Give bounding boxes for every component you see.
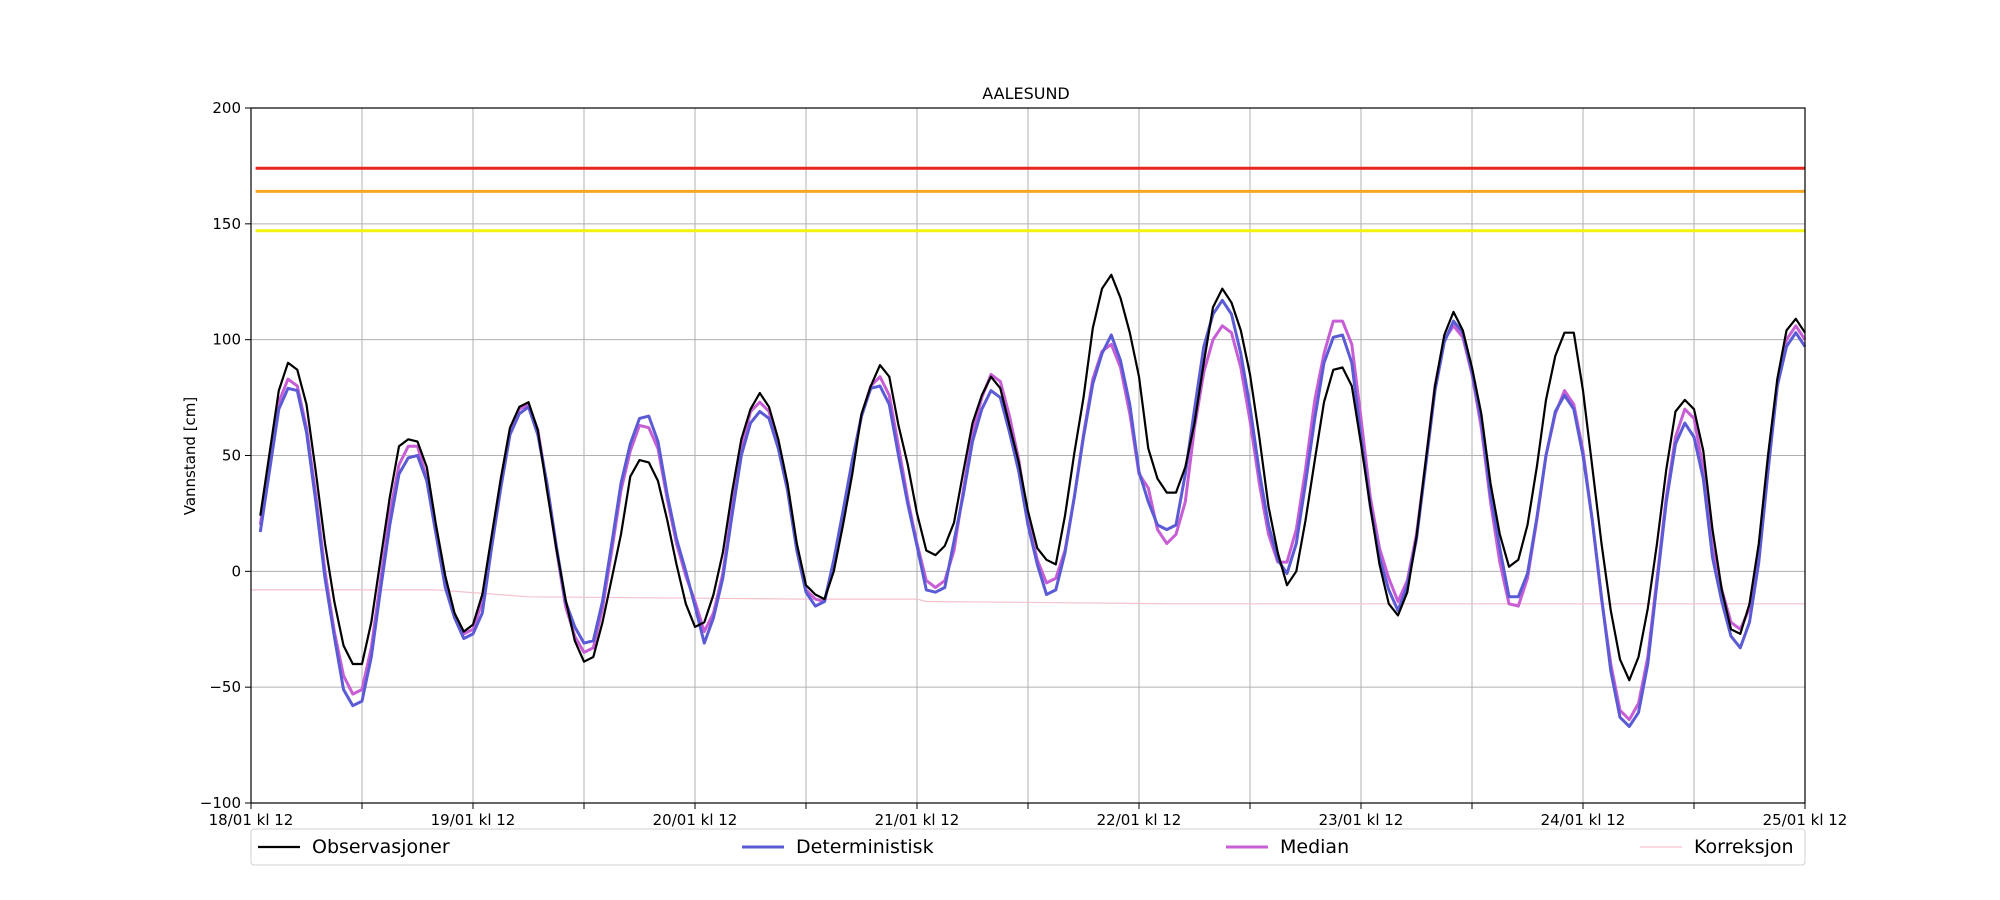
x-tick-label: 24/01 kl 12 <box>1541 811 1626 829</box>
data-series <box>251 273 1807 728</box>
x-tick-label: 18/01 kl 12 <box>209 811 294 829</box>
x-tick-label: 25/01 kl 12 <box>1763 811 1848 829</box>
legend-label: Deterministisk <box>796 836 934 858</box>
y-tick-label: −50 <box>209 678 241 696</box>
y-tick-label: 150 <box>212 215 241 233</box>
series-line-median <box>258 319 1807 722</box>
series-line-deterministisk <box>258 298 1807 728</box>
threshold-lines <box>255 166 1805 233</box>
legend-label: Median <box>1280 836 1349 858</box>
series-line-korreksjon <box>251 589 1805 605</box>
legend-label: Korreksjon <box>1694 836 1794 858</box>
y-tick-label: −100 <box>200 794 241 812</box>
y-tick-label: 100 <box>212 331 241 349</box>
y-tick-label: 200 <box>212 99 241 117</box>
chart-title: AALESUND <box>982 84 1070 103</box>
y-axis-label: Vannstand [cm] <box>181 397 199 516</box>
x-tick-label: 21/01 kl 12 <box>875 811 960 829</box>
grid <box>251 108 1805 803</box>
x-tick-label: 19/01 kl 12 <box>431 811 516 829</box>
series-line-observasjoner <box>259 273 1806 682</box>
legend: Observasjoner Deterministisk Median Korreks… <box>250 828 1806 866</box>
x-axis-ticks: 18/01 kl 12 19/01 kl 12 20/01 kl 12 21/01 k… <box>209 803 1848 829</box>
y-axis-ticks: 200 150 100 50 0 −50 −100 <box>200 99 251 812</box>
x-tick-label: 22/01 kl 12 <box>1097 811 1182 829</box>
x-tick-label: 20/01 kl 12 <box>653 811 738 829</box>
y-tick-label: 0 <box>231 562 241 580</box>
legend-box <box>250 828 1806 866</box>
x-tick-label: 23/01 kl 12 <box>1319 811 1404 829</box>
legend-label: Observasjoner <box>312 836 450 858</box>
y-tick-label: 50 <box>222 447 241 465</box>
